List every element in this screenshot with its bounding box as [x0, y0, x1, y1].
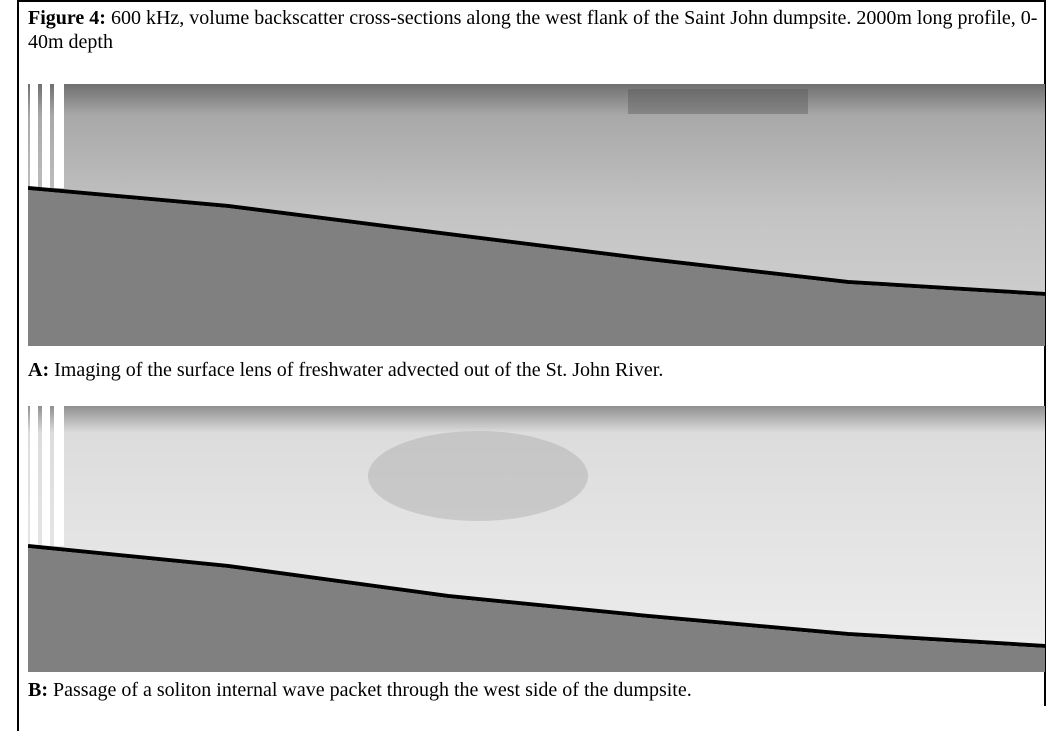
panel-text: Passage of a soliton internal wave packe… — [53, 679, 692, 701]
panel-label: A: — [28, 359, 50, 381]
frame — [17, 0, 19, 731]
sonar-image — [28, 84, 1045, 346]
figure-caption: Figure 4: 600 kHz, volume backscatter cr… — [28, 6, 1038, 54]
panel-label: B: — [28, 679, 48, 701]
panel-caption: B: Passage of a soliton internal wave pa… — [28, 678, 1038, 702]
figure-label: Figure 4: — [28, 7, 106, 29]
frame — [17, 0, 1045, 2]
frame — [1044, 0, 1046, 706]
figure-text: 600 kHz, volume backscatter cross-sectio… — [28, 7, 1038, 53]
panel-text: Imaging of the surface lens of freshwate… — [54, 359, 664, 381]
sonar-image — [28, 406, 1045, 672]
panel-caption: A: Imaging of the surface lens of freshw… — [28, 358, 1038, 382]
